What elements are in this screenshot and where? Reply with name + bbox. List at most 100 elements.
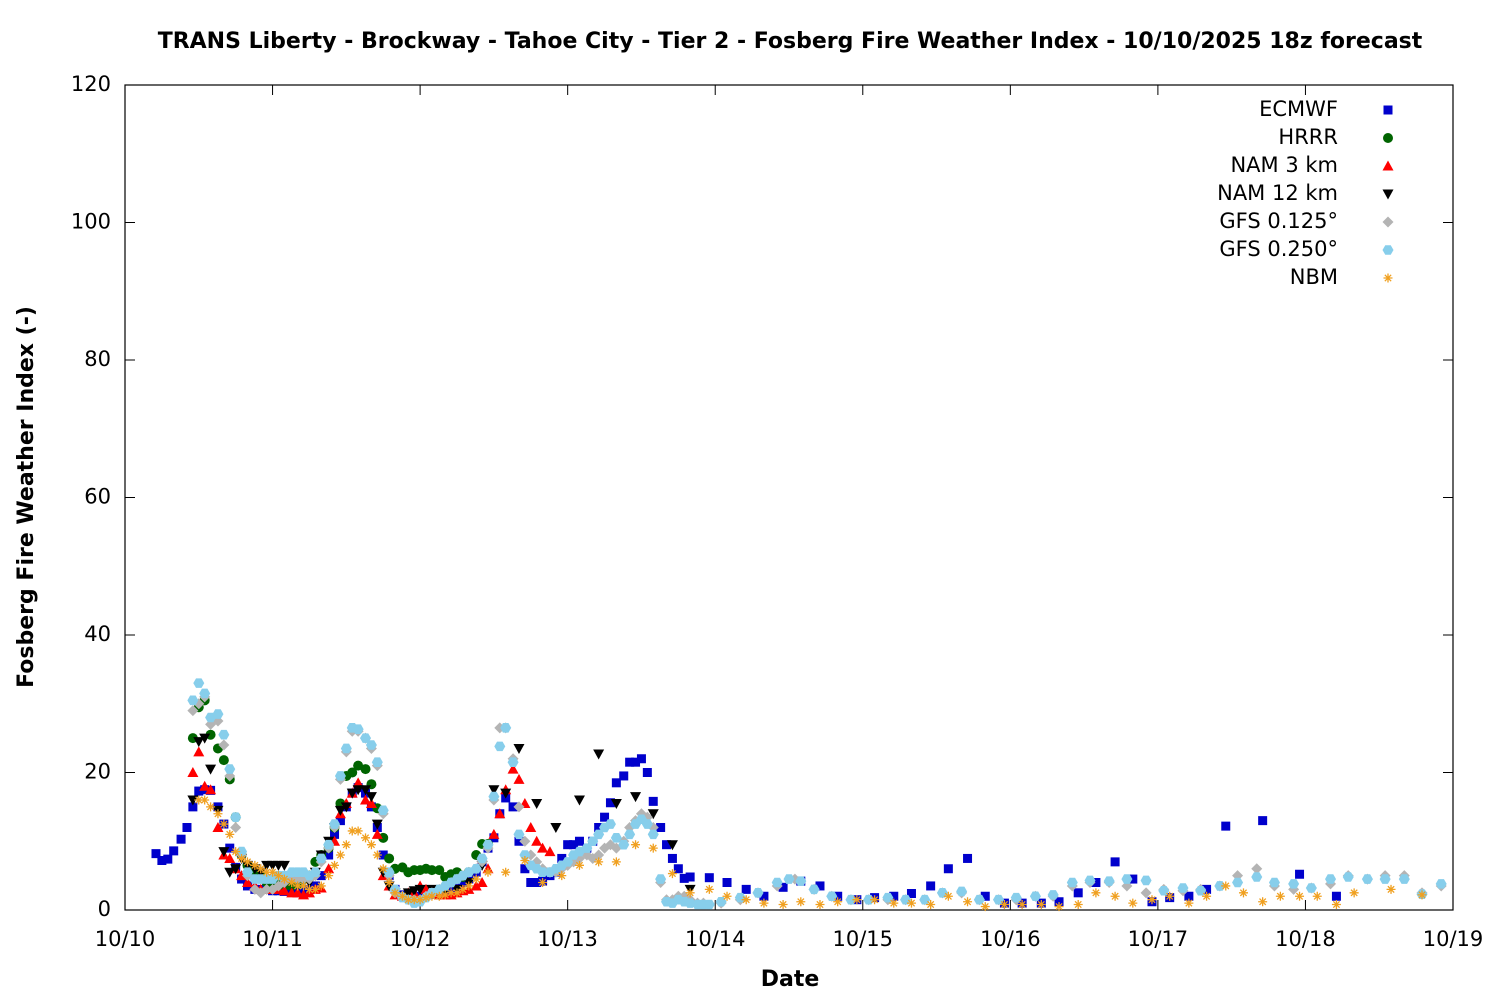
data-point — [230, 822, 242, 833]
data-point — [340, 743, 352, 754]
data-point — [199, 733, 211, 744]
data-point — [440, 890, 450, 900]
data-point — [1091, 888, 1101, 898]
legend-marker — [1382, 189, 1394, 200]
data-point — [956, 886, 968, 897]
data-point — [666, 840, 678, 851]
data-point — [384, 878, 394, 887]
data-point — [852, 895, 862, 905]
data-point — [538, 878, 548, 887]
data-point — [563, 840, 573, 850]
data-point — [1054, 902, 1064, 912]
data-point — [514, 836, 524, 846]
data-point — [1417, 890, 1427, 900]
data-point — [213, 809, 223, 819]
data-point — [340, 802, 352, 813]
data-point — [778, 900, 788, 909]
data-point — [397, 891, 407, 901]
data-point — [231, 847, 241, 857]
data-point — [293, 881, 303, 891]
data-point — [194, 786, 204, 796]
data-point — [193, 737, 205, 748]
data-point — [372, 850, 382, 860]
data-point — [647, 809, 659, 820]
data-point — [494, 808, 506, 819]
data-point — [476, 877, 488, 887]
data-point — [377, 805, 389, 816]
data-point — [1017, 900, 1027, 909]
data-point — [414, 884, 426, 895]
data-point — [224, 764, 236, 774]
data-point — [557, 853, 567, 863]
data-point — [193, 746, 205, 757]
data-point — [783, 874, 795, 884]
data-point — [656, 823, 666, 832]
data-point — [641, 819, 653, 829]
data-point — [500, 788, 512, 799]
data-point — [1184, 891, 1194, 901]
data-point — [199, 780, 211, 791]
data-point — [182, 823, 192, 832]
data-point — [452, 888, 462, 898]
data-point — [943, 864, 953, 874]
data-point — [1177, 883, 1189, 893]
data-point — [219, 819, 229, 829]
data-point — [593, 849, 605, 861]
data-point — [421, 893, 431, 903]
data-point — [685, 888, 695, 898]
data-point — [611, 778, 621, 788]
data-point — [500, 723, 512, 733]
data-point — [1251, 863, 1263, 875]
data-point — [262, 867, 272, 877]
data-point — [679, 873, 689, 883]
data-point — [1221, 881, 1231, 891]
data-point — [624, 829, 636, 840]
data-point — [625, 757, 635, 767]
data-point — [199, 688, 211, 699]
data-point — [550, 823, 562, 833]
data-point — [513, 829, 525, 840]
data-point — [347, 826, 357, 836]
data-point — [1091, 878, 1101, 887]
data-point — [900, 894, 912, 905]
legend-marker — [1382, 160, 1394, 171]
data-point — [610, 798, 622, 809]
data-point — [610, 833, 622, 843]
data-point — [415, 895, 425, 905]
x-tick-label: 10/10 — [95, 927, 156, 951]
data-point — [335, 850, 345, 860]
data-point — [980, 902, 990, 912]
data-point — [507, 763, 519, 774]
data-point — [299, 881, 309, 891]
data-point — [1140, 887, 1152, 899]
data-point — [1331, 900, 1341, 909]
data-point — [335, 816, 345, 826]
data-point — [808, 884, 820, 895]
data-point — [278, 860, 290, 871]
data-point — [261, 883, 273, 895]
data-point — [488, 791, 500, 802]
data-point — [237, 853, 247, 863]
data-point — [157, 856, 167, 865]
data-point — [704, 873, 714, 883]
legend-marker — [1383, 105, 1393, 115]
y-axis-label: Fosberg Fire Weather Index (-) — [14, 306, 39, 688]
data-point — [390, 888, 400, 898]
legend-label: GFS 0.250° — [1219, 237, 1338, 261]
data-point — [619, 771, 629, 781]
data-point — [673, 864, 683, 874]
data-point — [218, 739, 230, 751]
data-point — [795, 876, 807, 886]
data-point — [225, 829, 235, 839]
data-point — [352, 777, 364, 788]
data-point — [193, 678, 205, 688]
x-tick-label: 10/14 — [685, 927, 746, 951]
data-point — [1103, 876, 1115, 886]
data-point — [906, 889, 916, 898]
data-point — [324, 871, 334, 881]
data-point — [310, 884, 320, 894]
data-point — [230, 812, 242, 822]
data-point — [513, 773, 525, 784]
data-point — [1232, 877, 1244, 888]
